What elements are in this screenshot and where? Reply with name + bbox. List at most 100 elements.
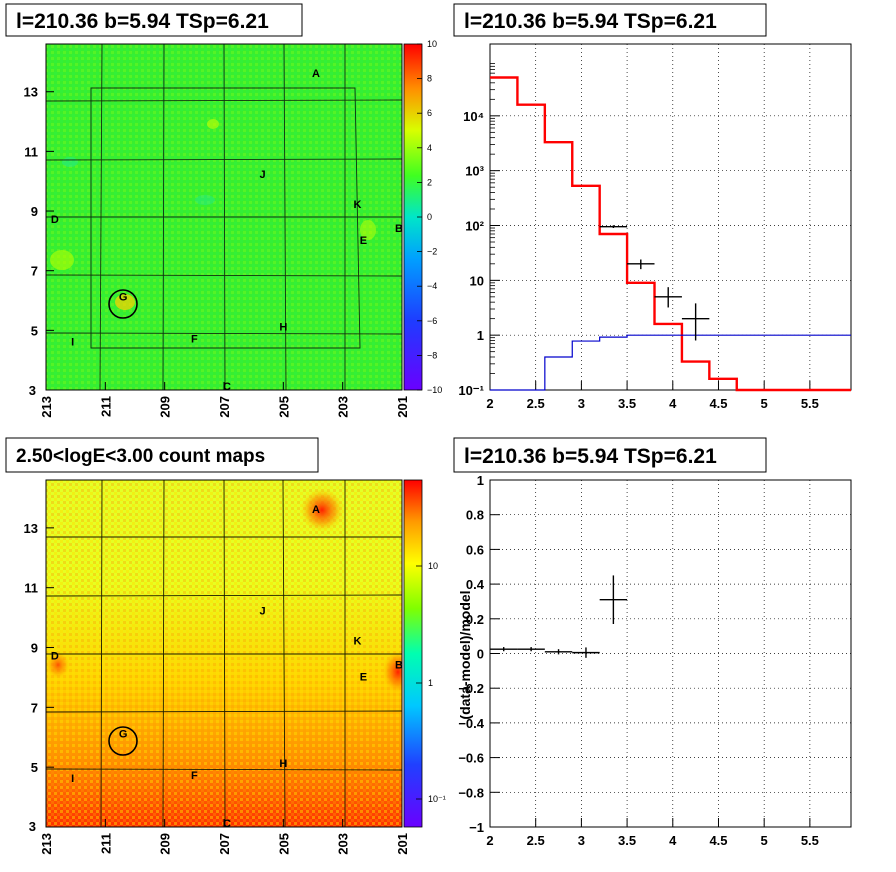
- y-tick-label: 11: [24, 581, 38, 596]
- colorbar-tick-label: 10: [428, 561, 438, 571]
- colorbar-tick-label: 0: [427, 212, 432, 222]
- source-label: F: [191, 770, 198, 782]
- y-tick-label: 13: [24, 85, 38, 100]
- colorbar-tick-label: 10: [427, 39, 437, 49]
- ts-map-title-box: [5, 3, 303, 37]
- source-label: A: [312, 504, 320, 516]
- y-tick-label: 7: [31, 700, 38, 715]
- y-tick-label: 9: [31, 204, 38, 219]
- y-tick-label: 10⁻¹: [458, 383, 484, 398]
- y-tick-label: 0.4: [466, 577, 485, 592]
- model-histogram-blue: [490, 334, 851, 391]
- ts-map-y-corner: 3: [29, 383, 36, 398]
- x-tick-label: 5: [761, 833, 768, 848]
- x-tick-label: 207: [217, 833, 232, 855]
- source-label: H: [279, 758, 287, 770]
- colorbar-tick-label: 8: [427, 74, 432, 84]
- colorbar-tick-label: −8: [427, 350, 437, 360]
- x-tick-label: 5.5: [801, 833, 819, 848]
- y-tick-label: −1: [469, 820, 484, 835]
- source-label: G: [119, 292, 128, 304]
- source-label: J: [260, 606, 266, 618]
- x-tick-label: 213: [39, 396, 54, 418]
- spectrum-plot-area: [489, 43, 852, 391]
- x-tick-label: 201: [395, 396, 410, 418]
- x-tick-label: 205: [276, 833, 291, 855]
- y-tick-label: 1: [477, 328, 484, 343]
- source-label: C: [223, 381, 231, 393]
- x-tick-label: 3.5: [618, 396, 636, 411]
- x-tick-label: 3: [578, 833, 585, 848]
- target-circle: [108, 289, 138, 319]
- x-tick-label: 4.5: [709, 833, 727, 848]
- source-label: F: [191, 333, 198, 345]
- y-tick-label: 10³: [465, 164, 484, 179]
- source-label: J: [260, 169, 266, 181]
- source-label: I: [71, 336, 74, 348]
- colorbar-tick-label: −10: [427, 385, 442, 395]
- x-tick-label: 2.5: [527, 833, 545, 848]
- x-tick-label: 203: [336, 833, 351, 855]
- count-map-colorbar: [403, 479, 423, 828]
- residual-panel: l=210.36 b=5.94 TSp=6.21 2 2.5 3 3.5 4 4.5 5 5.…: [453, 437, 852, 848]
- source-label: E: [360, 671, 367, 683]
- y-tick-label: 10²: [465, 219, 484, 234]
- x-tick-label: 207: [217, 396, 232, 418]
- y-tick-label: 0.2: [466, 612, 484, 627]
- spectrum-title-box: [453, 3, 767, 37]
- count-map-title-box: [5, 437, 319, 473]
- source-label: K: [354, 199, 362, 211]
- y-tick-label: 9: [31, 641, 38, 656]
- x-tick-label: 5: [761, 396, 768, 411]
- x-tick-label: 4: [669, 396, 677, 411]
- target-circle: [108, 726, 138, 756]
- x-tick-label: 209: [158, 396, 173, 418]
- x-tick-label: 203: [336, 396, 351, 418]
- residual-y-label: (data-model)/model: [457, 590, 473, 719]
- count-map-panel: 2.50<logE<3.00 count maps 10 1 10⁻¹ 213 211…: [5, 437, 446, 855]
- residual-title: l=210.36 b=5.94 TSp=6.21: [464, 445, 717, 468]
- y-tick-label: −0.4: [458, 716, 484, 731]
- colorbar-tick-label: −2: [427, 247, 437, 257]
- y-tick-label: 0: [477, 647, 484, 662]
- y-tick-label: 11: [24, 144, 38, 159]
- spectrum-title: l=210.36 b=5.94 TSp=6.21: [464, 10, 717, 33]
- y-tick-label: 10⁴: [463, 109, 484, 124]
- count-map-y-corner: 3: [29, 819, 36, 834]
- colorbar-tick-label: 10⁻¹: [428, 794, 446, 804]
- model-histogram-red: [490, 76, 851, 392]
- colorbar-tick-label: −4: [427, 281, 437, 291]
- source-label: G: [119, 728, 128, 740]
- y-tick-label: −0.6: [458, 751, 484, 766]
- y-tick-label: 5: [31, 323, 38, 338]
- source-label: B: [395, 659, 403, 671]
- source-label: A: [312, 68, 320, 80]
- x-tick-label: 2.5: [527, 396, 545, 411]
- x-tick-label: 205: [276, 396, 291, 418]
- y-tick-label: 1: [477, 473, 484, 488]
- ts-map-panel: l=210.36 b=5.94 TSp=6.21 10 8 6 4 2 0 −2 −4 −6 −8…: [5, 3, 442, 418]
- y-tick-label: 0.8: [466, 508, 484, 523]
- y-tick-label: 5: [31, 760, 38, 775]
- source-label: I: [71, 773, 74, 785]
- x-tick-label: 2: [486, 396, 493, 411]
- source-label: E: [360, 235, 367, 247]
- x-tick-label: 211: [98, 833, 113, 854]
- x-tick-label: 3.5: [618, 833, 636, 848]
- spectrum-panel: l=210.36 b=5.94 TSp=6.21 2 2.5 3 3.5 4 4.5 5 5.…: [453, 3, 852, 411]
- source-label: D: [51, 214, 59, 226]
- x-tick-label: 213: [39, 833, 54, 855]
- y-tick-label: 13: [24, 521, 38, 536]
- colorbar-tick-label: 2: [427, 177, 432, 187]
- x-tick-label: 209: [158, 833, 173, 855]
- colorbar-tick-label: 4: [427, 143, 432, 153]
- y-tick-label: −0.2: [458, 681, 484, 696]
- y-tick-label: 0.6: [466, 542, 484, 557]
- x-tick-label: 5.5: [801, 396, 819, 411]
- x-tick-label: 4.5: [709, 396, 727, 411]
- y-tick-label: 7: [31, 264, 38, 279]
- source-label: H: [279, 321, 287, 333]
- source-label: K: [354, 636, 362, 648]
- residual-title-box: [453, 437, 767, 473]
